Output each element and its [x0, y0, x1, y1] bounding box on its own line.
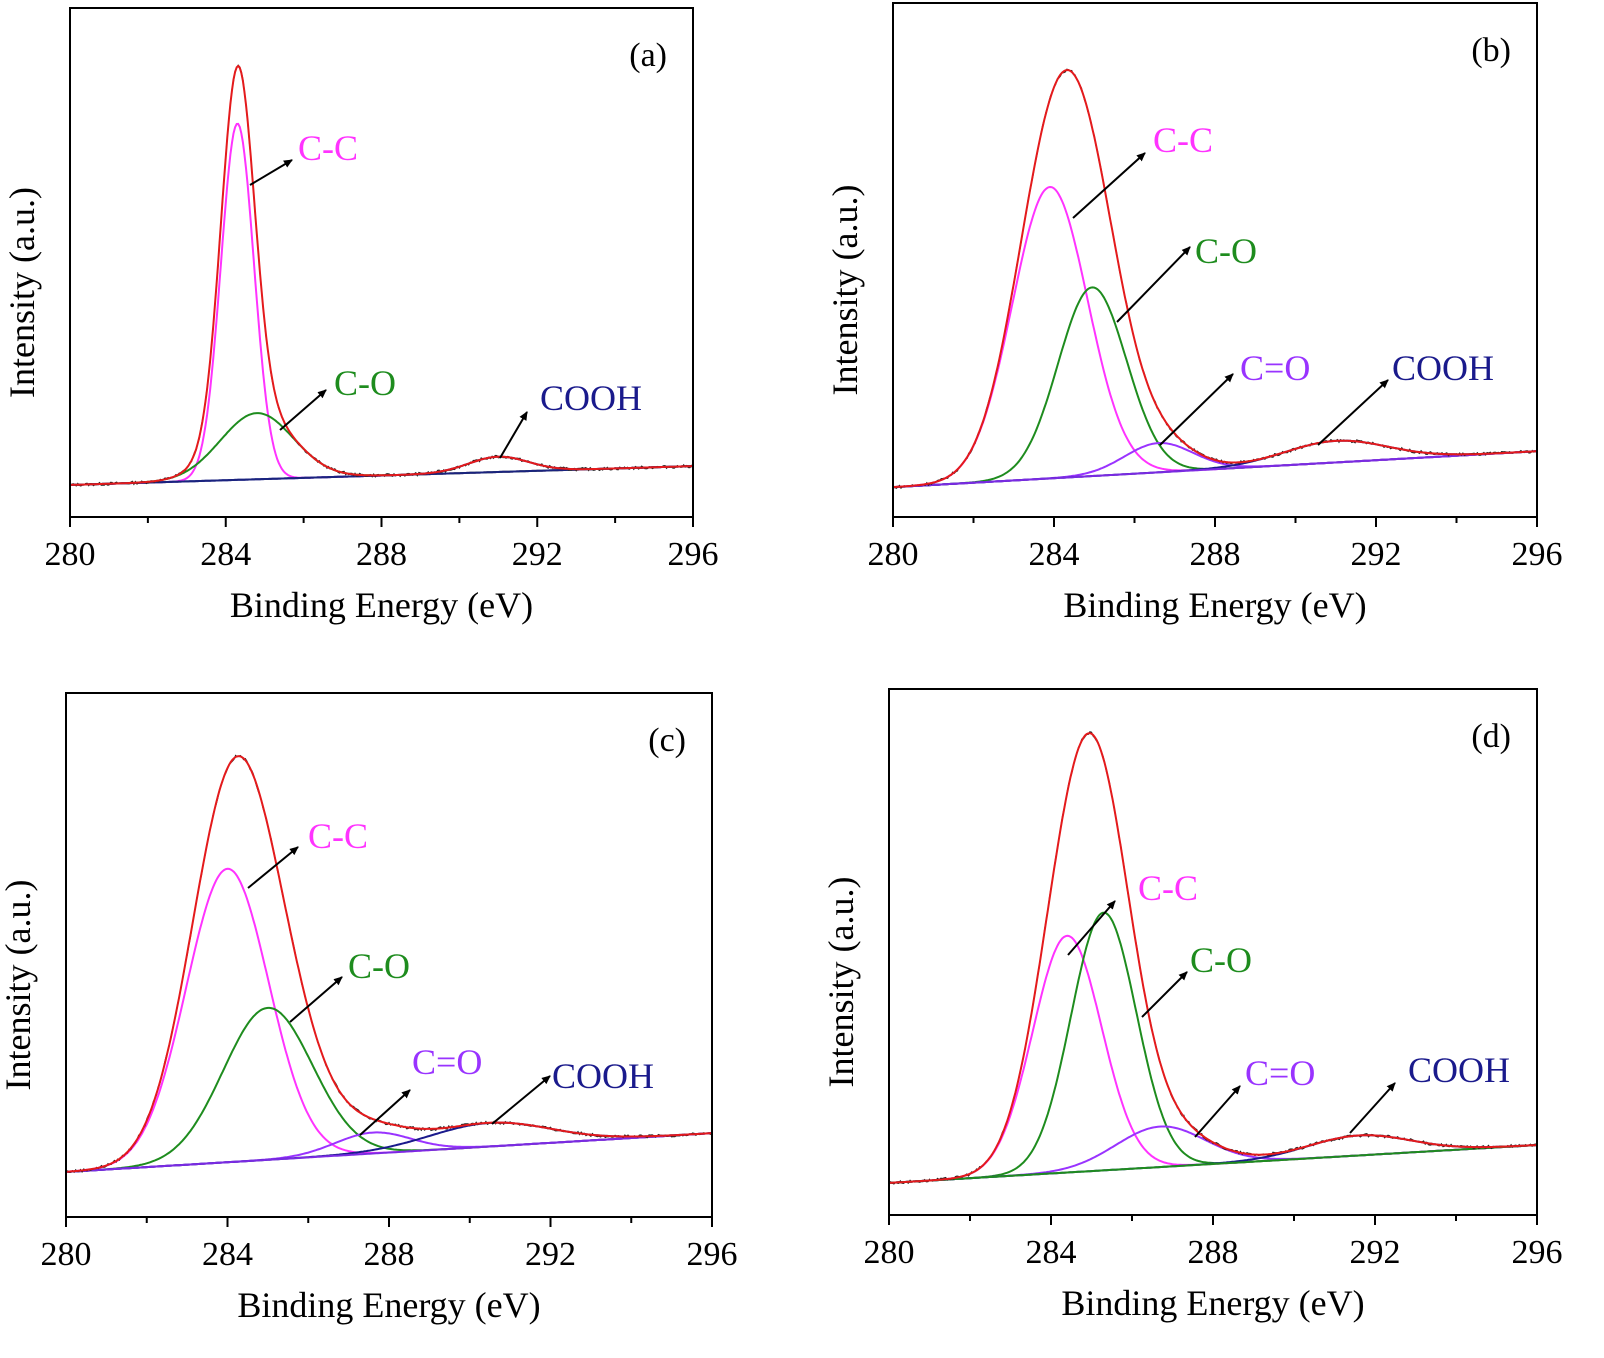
panel-b: 280 284 288 292 296 Binding Energy (eV) Intens… [825, 2, 1563, 625]
panel-d: 280 284 288 292 296 Binding Energy (eV) Intens… [821, 688, 1563, 1323]
component-label: COOH [540, 378, 642, 418]
component-label: C-O [334, 363, 396, 403]
component-label: C-C [308, 816, 368, 856]
panel-label: (a) [629, 37, 667, 74]
component-label: COOH [1392, 348, 1494, 388]
component-label: COOH [552, 1056, 654, 1096]
x-tick-label: 296 [1512, 1234, 1563, 1271]
envelope-fit-line [888, 732, 1538, 1184]
baseline-line [892, 450, 1538, 489]
baseline-line [65, 1132, 713, 1173]
x-axis-label: Binding Energy (eV) [230, 585, 533, 625]
x-axis-label: Binding Energy (eV) [1061, 1283, 1364, 1323]
panel-label: (d) [1471, 718, 1511, 755]
x-tick-label: 296 [1512, 536, 1563, 573]
component-label: C-C [298, 128, 358, 168]
annotation-arrow [279, 389, 327, 431]
component-label: C-O [1195, 231, 1257, 271]
raw-data-line [69, 64, 694, 487]
envelope-fit-line [892, 68, 1538, 489]
x-tick-label: 292 [1351, 536, 1402, 573]
x-tick-label: 288 [1188, 1234, 1239, 1271]
component-curve-c-c [65, 867, 713, 1173]
baseline-line [888, 1144, 1538, 1184]
x-axis-label: Binding Energy (eV) [237, 1285, 540, 1325]
x-tick-label: 288 [364, 1236, 415, 1273]
x-tick-label: 284 [200, 536, 251, 573]
x-tick-label: 284 [1026, 1234, 1077, 1271]
annotation-arrow [1159, 373, 1234, 446]
component-curve-c-double-o [888, 1125, 1538, 1184]
component-label: C-C [1153, 120, 1213, 160]
raw-data-line [892, 68, 1538, 490]
panel-label: (b) [1471, 32, 1511, 69]
x-tick-label: 292 [525, 1236, 576, 1273]
component-label: C=O [1245, 1053, 1315, 1093]
x-tick-label: 284 [1029, 536, 1080, 573]
component-label: C=O [412, 1042, 482, 1082]
component-label: C-O [348, 946, 410, 986]
y-axis-label: Intensity (a.u.) [821, 877, 861, 1088]
annotation-arrow [1072, 152, 1146, 219]
component-label: C=O [1240, 348, 1310, 388]
annotation-arrow [1141, 971, 1188, 1018]
x-tick-label: 284 [202, 1236, 253, 1273]
component-curve-c-c [70, 122, 693, 486]
x-tick-label: 288 [1190, 536, 1241, 573]
annotation-arrow [1194, 1085, 1241, 1138]
component-label: C-O [1190, 940, 1252, 980]
annotation-arrow [491, 1075, 551, 1125]
component-curve-cooh [65, 1121, 713, 1173]
x-tick-label: 292 [1350, 1234, 1401, 1271]
panel-label: (c) [648, 722, 686, 759]
y-axis-label: Intensity (a.u.) [2, 187, 42, 398]
panel-a: 280 284 288 292 296 Binding Energy (eV) Intens… [2, 7, 719, 625]
annotation-arrow [1349, 1082, 1396, 1134]
x-tick-label: 280 [868, 536, 919, 573]
component-label: C-C [1138, 868, 1198, 908]
x-tick-label: 280 [41, 1236, 92, 1273]
annotation-arrow [499, 411, 528, 459]
annotation-arrow [249, 159, 293, 186]
panel-c: 280 284 288 292 296 Binding Energy (eV) Intens… [0, 692, 738, 1325]
annotation-arrow [1116, 246, 1191, 323]
x-tick-label: 296 [687, 1236, 738, 1273]
x-tick-label: 292 [512, 536, 563, 573]
component-curve-c-o [70, 412, 693, 486]
y-axis-label: Intensity (a.u.) [0, 880, 38, 1091]
annotation-arrow [359, 1089, 411, 1136]
component-label: COOH [1408, 1050, 1510, 1090]
envelope-fit-line [65, 755, 713, 1173]
x-axis-label: Binding Energy (eV) [1063, 585, 1366, 625]
annotation-arrow [1067, 900, 1116, 956]
annotation-arrow [247, 846, 299, 889]
plot-frame [69, 7, 694, 518]
annotation-arrow [1317, 379, 1389, 446]
x-tick-label: 280 [45, 536, 96, 573]
y-axis-label: Intensity (a.u.) [825, 185, 865, 396]
x-tick-label: 280 [864, 1234, 915, 1271]
envelope-fit-line [70, 64, 693, 486]
annotation-arrow [289, 976, 343, 1023]
x-tick-label: 296 [668, 536, 719, 573]
x-tick-label: 288 [356, 536, 407, 573]
